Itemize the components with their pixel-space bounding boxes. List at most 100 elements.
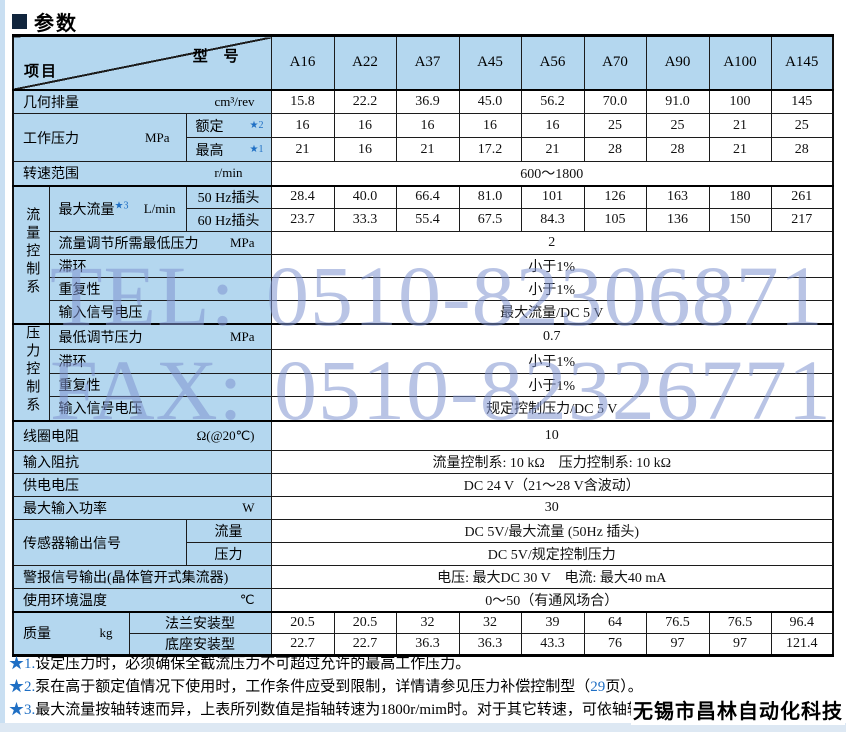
row-displacement: 几何排量 cm³/rev 15.8 22.2 36.9 45.0 56.2 70… (12, 88, 834, 114)
value-cell: 16 (333, 137, 397, 162)
value-cell: 32 (458, 610, 522, 634)
page-29-link[interactable]: 29 (590, 679, 606, 695)
rated-sublabel-cell: 额定 ★2 (185, 113, 272, 138)
max-input-power-unit: W (242, 500, 255, 515)
working-pressure-label: 工作压力 (23, 131, 79, 147)
flow-hysteresis-value: 小于1% (270, 254, 834, 278)
flow-repeatability-value: 小于1% (270, 277, 834, 301)
pressure-min-adjust-value: 0.7 (270, 322, 834, 350)
pressure-min-adjust-label-cell: 最低调节压力 MPa (48, 322, 272, 350)
footnote-2-text-before: 泵在高于额定值情况下使用时，工作条件应受到限制，详情请参见压力补偿控制型（ (35, 679, 591, 695)
pressure-hysteresis-label: 滞环 (48, 348, 272, 374)
row-pressure-min-adjust: 压力控制系 最低调节压力 MPa 0.7 (12, 322, 834, 421)
value-cell: 163 (645, 184, 710, 209)
hz50-sublabel: 50 Hz插头 (185, 184, 272, 209)
value-cell: 25 (770, 113, 834, 138)
value-cell: 81.0 (458, 184, 522, 209)
corner-cell: 型 号 项目 (12, 35, 272, 90)
row-flow-repeatability: 重复性 小于1% (13, 277, 834, 301)
supply-voltage-value: DC 24 V（21～28 V含波动） (270, 473, 834, 497)
speed-range-unit: r/min (214, 165, 243, 181)
row-flow-min-pressure: 流量调节所需最低压力 MPa 2 (13, 231, 834, 255)
coil-resistance-label: 线圈电阻 (23, 429, 79, 445)
flow-section-label-cell: 流量控制系 (12, 184, 50, 324)
flow-section-label: 流量控制系 (24, 207, 40, 297)
row-speed-range: 转速范围 r/min 600～1800 (12, 161, 834, 186)
speed-range-value: 600～1800 (270, 161, 834, 186)
displacement-unit: cm³/rev (214, 93, 255, 109)
sensor-flow-sublabel: 流量 (185, 519, 272, 543)
value-cell: 121.4 (770, 633, 834, 656)
flow-min-pressure-label-cell: 流量调节所需最低压力 MPa (48, 231, 272, 255)
coil-resistance-label-cell: 线圈电阻 Ω(@20℃) (12, 419, 272, 451)
max-input-power-label-cell: 最大输入功率 W (12, 496, 272, 520)
speed-range-label-cell: 转速范围 r/min (12, 161, 272, 186)
pressure-repeatability-label: 重复性 (48, 372, 272, 398)
value-cell: 145 (770, 88, 834, 114)
value-cell: 32 (395, 610, 460, 634)
value-cell: 45.0 (458, 88, 522, 114)
value-cell: 39 (520, 610, 585, 634)
value-cell: 21 (520, 137, 585, 162)
sensor-pressure-value: DC 5V/规定控制压力 (270, 542, 834, 566)
row-max-input-power: 最大输入功率 W 30 (12, 496, 834, 520)
max-sublabel: 最高 (195, 143, 224, 159)
value-cell: 261 (770, 184, 834, 209)
value-cell: 22.2 (333, 88, 397, 114)
value-cell: 91.0 (645, 88, 710, 114)
model-header: A145 (770, 35, 834, 90)
flow-min-pressure-unit: MPa (229, 235, 255, 250)
footnote-ref-star: ★3 (114, 200, 129, 212)
value-cell: 21 (270, 137, 335, 162)
value-cell: 180 (708, 184, 772, 209)
ambient-temp-label: 使用环境温度 (23, 593, 107, 609)
model-header: A37 (395, 35, 460, 90)
row-pressure-input-signal: 输入信号电压 规定控制压力/DC 5 V (13, 396, 834, 421)
page-edge-strip-bottom (0, 723, 846, 732)
row-sensor-flow: 传感器输出信号 流量 DC 5V/最大流量 (50Hz 插头) (12, 519, 834, 566)
corner-item-label: 项目 (24, 63, 59, 80)
section-bullet-icon (12, 14, 27, 29)
model-header: A45 (458, 35, 522, 90)
section-title: 参数 (12, 7, 78, 36)
value-cell: 97 (708, 633, 772, 656)
row-ambient-temp: 使用环境温度 ℃ 0～50（有通风场合） (12, 588, 834, 612)
corner-model-label: 型 号 (192, 49, 245, 65)
displacement-label: 几何排量 (23, 95, 79, 111)
row-pressure-repeatability: 重复性 小于1% (13, 372, 834, 398)
value-cell: 150 (708, 208, 772, 232)
footnote-2-text-after: 页）。 (605, 679, 643, 695)
model-header: A16 (270, 35, 335, 90)
coil-resistance-unit: Ω(@20℃) (196, 427, 255, 443)
rated-sublabel: 额定 (195, 119, 224, 135)
value-cell: 40.0 (333, 184, 397, 209)
model-header: A22 (333, 35, 397, 90)
ambient-temp-unit: ℃ (239, 591, 255, 607)
spec-table: 型 号 项目 A16 A22 A37 A45 A56 A70 A90 A100 … (12, 34, 834, 657)
value-cell: 55.4 (395, 208, 460, 232)
header-row: 型 号 项目 A16 A22 A37 A45 A56 A70 A90 A100 … (12, 35, 834, 90)
value-cell: 16 (520, 113, 585, 138)
value-cell: 16 (458, 113, 522, 138)
row-coil-resistance: 线圈电阻 Ω(@20℃) 10 (12, 419, 834, 451)
model-header: A90 (645, 35, 710, 90)
max-input-power-label: 最大输入功率 (23, 502, 107, 517)
value-cell: 136 (645, 208, 710, 232)
value-cell: 16 (270, 113, 335, 138)
row-supply-voltage: 供电电压 DC 24 V（21～28 V含波动） (12, 473, 834, 497)
footnote-2-marker: ★2. (9, 679, 36, 695)
row-pressure-hysteresis: 滞环 小于1% (13, 348, 834, 374)
row-mass-flange: 质量 kg 法兰安装型 20.5 20.5 32 32 39 64 76.5 7… (12, 610, 834, 656)
row-flow-input-signal: 输入信号电压 最大流量/DC 5 V (13, 300, 834, 324)
value-cell: 17.2 (458, 137, 522, 162)
row-pressure-max: 最高 ★1 21 16 21 17.2 21 28 28 21 28 (13, 137, 834, 162)
max-flow-unit: L/min (143, 200, 176, 216)
pressure-hysteresis-value: 小于1% (270, 348, 834, 374)
row-maxflow-60hz: 60 Hz插头 23.7 33.3 55.4 67.5 84.3 105 136… (13, 208, 834, 232)
value-cell: 28 (770, 137, 834, 162)
value-cell: 76.5 (645, 610, 710, 634)
value-cell: 76.5 (708, 610, 772, 634)
row-maxflow-50hz: 流量控制系 最大流量★3 L/min 50 Hz插头 28.4 40.0 66.… (12, 184, 834, 324)
footnotes: ★1.设定压力时，必须确保全截流压力不可超过允许的最高工作压力。 ★2.泵在高于… (9, 653, 687, 722)
